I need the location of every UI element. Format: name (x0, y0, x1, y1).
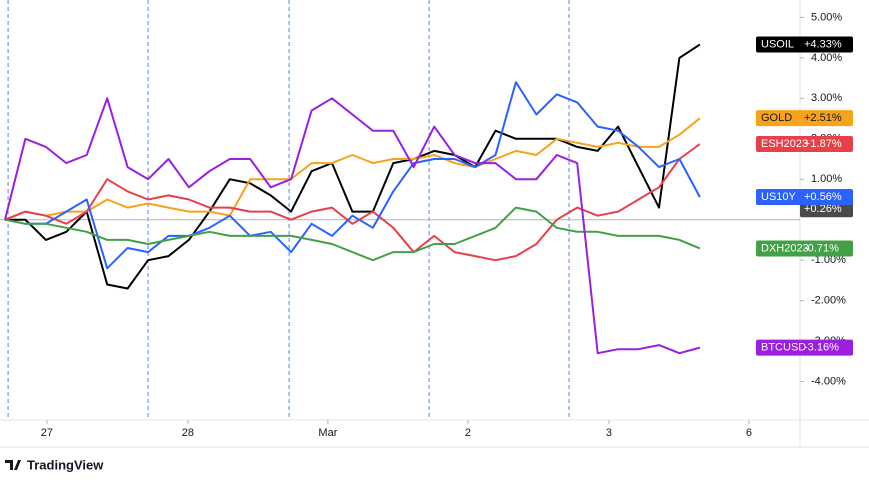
tag-box (756, 240, 853, 257)
tag-box (756, 110, 853, 127)
y-tick-label: 5.00% (811, 11, 842, 23)
tag-value: +0.56% (804, 191, 842, 203)
series-tag: USOIL +4.33% (756, 36, 853, 53)
series-tag: DXH2023-0.71% (756, 240, 853, 257)
series-tag: US10Y +0.56% (756, 189, 853, 206)
tag-box (756, 189, 853, 206)
series-line (4, 97, 701, 355)
x-tick-label: 3 (606, 427, 612, 439)
legend-label: ESH2023 (761, 138, 808, 150)
x-tick-label: Mar (318, 427, 337, 439)
logo: TradingView (5, 457, 104, 472)
x-tick-label: 6 (746, 427, 752, 439)
tag-box (756, 339, 853, 356)
x-tick-label: 2 (465, 427, 471, 439)
tag-box (756, 136, 853, 153)
y-tick-label: 3.00% (811, 92, 842, 104)
series-line (4, 81, 701, 270)
tag-box (800, 201, 853, 218)
series-tag: GOLD +2.51% (756, 110, 853, 127)
tag-value: +0.26% (804, 203, 842, 215)
legend-label: GOLD (761, 112, 792, 124)
y-tick-label: -2.00% (811, 295, 846, 307)
series-line (5, 43, 701, 290)
y-tick-label: 4.00% (811, 52, 842, 64)
x-tick-label: 28 (182, 427, 194, 439)
tag-value: +4.33% (804, 38, 842, 50)
legend-label: USOIL (761, 38, 794, 50)
legend-label: BTCUSD (761, 341, 806, 353)
tag-value: -0.71% (804, 242, 839, 254)
x-tick-label: 27 (41, 427, 53, 439)
legend-label: US10Y (761, 191, 797, 203)
legend-label: DXH2023 (761, 242, 809, 254)
tag-value: +1.87% (804, 138, 842, 150)
tag-value: -3.16% (804, 341, 839, 353)
series-line (4, 117, 701, 221)
logo-icon (5, 460, 21, 470)
series-tag: BTCUSD-3.16% (756, 339, 853, 356)
series-tag: ESH2023+1.87% (756, 136, 853, 153)
tag-box (756, 36, 853, 53)
tag-value: +2.51% (804, 112, 842, 124)
series-line (4, 143, 701, 262)
y-tick-label: -4.00% (811, 375, 846, 387)
brand-text: TradingView (27, 457, 104, 472)
value-tag: +0.26% (800, 201, 853, 218)
y-tick-label: 1.00% (811, 173, 842, 185)
y-tick-label: -1.00% (811, 254, 846, 266)
